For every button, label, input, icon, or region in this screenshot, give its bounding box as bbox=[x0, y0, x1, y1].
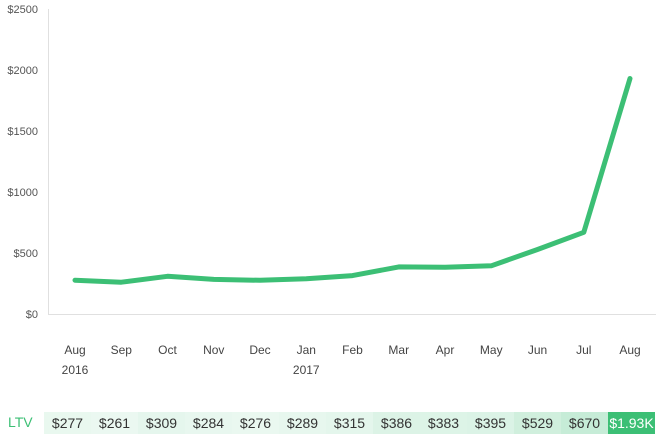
x-axis: Aug Sep Oct Nov Dec Jan Feb Mar Apr May Jun Jul Aug 2… bbox=[62, 343, 641, 377]
y-tick-label: $1000 bbox=[7, 187, 38, 199]
ltv-cell: $670 bbox=[561, 412, 608, 434]
x-tick-label: Sep bbox=[111, 343, 133, 357]
x-tick-label: Aug bbox=[619, 343, 640, 357]
x-tick-label: Jun bbox=[528, 343, 547, 357]
y-tick-label: $2500 bbox=[7, 4, 38, 16]
ltv-line-chart: $0 $500 $1000 $1500 $2000 $2500 Aug Sep Oct Nov D… bbox=[7, 4, 656, 377]
x-tick-label: Aug bbox=[64, 343, 85, 357]
ltv-row: LTV $277 $261 $309 $284 $276 $289 $315 $386 $383… bbox=[0, 412, 657, 434]
ltv-cell: $386 bbox=[373, 412, 420, 434]
ltv-cell: $315 bbox=[326, 412, 373, 434]
x-tick-label: Jul bbox=[576, 343, 591, 357]
x-tick-label: Dec bbox=[249, 343, 270, 357]
ltv-row-label: LTV bbox=[8, 414, 33, 430]
x-tick-label: Oct bbox=[158, 343, 177, 357]
ltv-cell: $276 bbox=[232, 412, 279, 434]
y-tick-label: $2000 bbox=[7, 65, 38, 77]
x-tick-label: Jan bbox=[297, 343, 316, 357]
y-tick-label: $0 bbox=[26, 309, 38, 321]
x-year-label: 2016 bbox=[62, 363, 89, 377]
x-tick-label: Mar bbox=[388, 343, 409, 357]
y-tick-label: $1500 bbox=[7, 126, 38, 138]
ltv-cell: $261 bbox=[91, 412, 138, 434]
x-tick-label: Feb bbox=[342, 343, 363, 357]
ltv-cell: $383 bbox=[420, 412, 467, 434]
ltv-cell: $309 bbox=[138, 412, 185, 434]
ltv-cell: $1.93K bbox=[608, 412, 655, 434]
ltv-series-line bbox=[72, 76, 633, 285]
ltv-cell: $277 bbox=[44, 412, 91, 434]
x-tick-label: Apr bbox=[436, 343, 455, 357]
ltv-cell: $529 bbox=[514, 412, 561, 434]
ltv-cell: $395 bbox=[467, 412, 514, 434]
ltv-cell: $284 bbox=[185, 412, 232, 434]
ltv-cell: $289 bbox=[279, 412, 326, 434]
x-year-label: 2017 bbox=[293, 363, 320, 377]
x-tick-label: May bbox=[480, 343, 503, 357]
x-tick-label: Nov bbox=[203, 343, 224, 357]
y-axis: $0 $500 $1000 $1500 $2000 $2500 bbox=[7, 4, 38, 321]
y-tick-label: $500 bbox=[14, 248, 38, 260]
